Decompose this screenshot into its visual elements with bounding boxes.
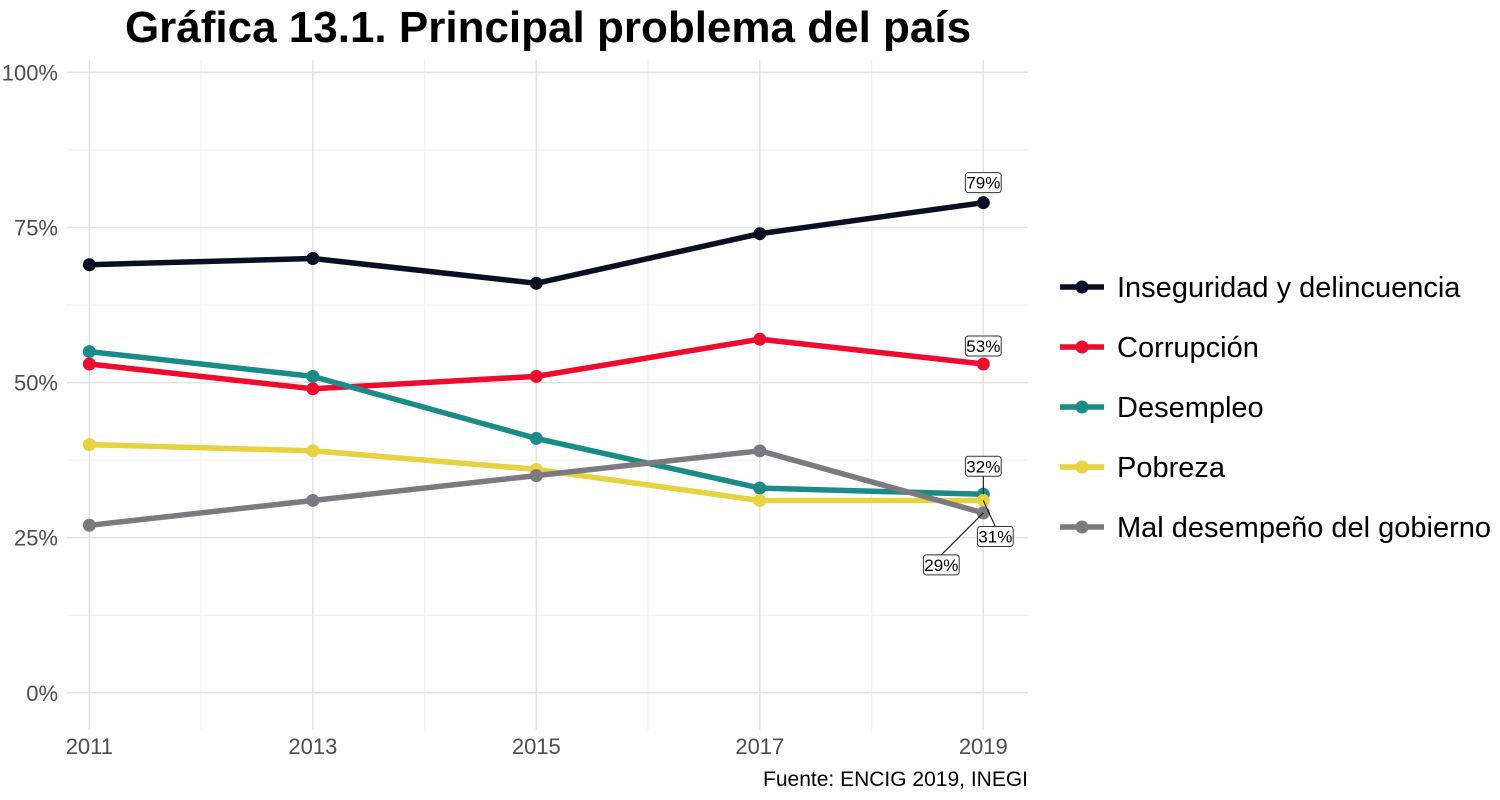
end-label-3: 31% — [976, 500, 1014, 547]
data-point — [306, 382, 320, 396]
data-point — [82, 258, 96, 272]
label-box — [964, 335, 1002, 357]
legend-item-4: Mal desempeño del gobierno — [1060, 512, 1491, 544]
data-point — [82, 438, 96, 452]
chart-title: Gráfica 13.1. Principal problema del paí… — [125, 3, 971, 52]
legend-item-3: Pobreza — [1060, 452, 1226, 484]
legend-key-point — [1075, 460, 1089, 474]
data-point — [306, 444, 320, 458]
legend-label: Desempleo — [1117, 392, 1264, 424]
legend-key-point — [1075, 520, 1089, 534]
data-point — [976, 357, 990, 371]
data-point — [529, 369, 543, 383]
end-value-label: 53% — [966, 337, 1000, 356]
x-tick-label: 2019 — [959, 734, 1008, 759]
legend-label: Pobreza — [1117, 452, 1226, 484]
data-point — [753, 332, 767, 346]
x-tick-label: 2013 — [288, 734, 337, 759]
chart-caption: Fuente: ENCIG 2019, INEGI — [763, 768, 1028, 791]
legend-key-point — [1075, 280, 1089, 294]
legend-label: Corrupción — [1117, 332, 1259, 364]
label-leader — [940, 512, 984, 556]
data-point — [753, 481, 767, 495]
y-axis-ticks: 0% 25% 50% 75% 100% — [2, 60, 58, 705]
data-point — [306, 369, 320, 383]
label-box — [964, 455, 1002, 477]
x-tick-label: 2017 — [735, 734, 784, 759]
label-box — [976, 525, 1014, 547]
data-point — [753, 493, 767, 507]
data-point — [976, 196, 990, 210]
legend-item-0: Inseguridad y delincuencia — [1060, 272, 1461, 304]
label-leader — [982, 500, 996, 527]
end-value-label: 31% — [978, 527, 1012, 546]
data-point — [306, 252, 320, 266]
end-value-label: 29% — [924, 556, 958, 575]
y-tick-label: 50% — [14, 371, 58, 396]
y-tick-label: 75% — [14, 216, 58, 241]
y-tick-label: 100% — [2, 60, 58, 85]
y-tick-label: 0% — [26, 681, 58, 706]
legend-item-1: Corrupción — [1060, 332, 1259, 364]
x-axis-ticks: 2011 2013 2015 2017 2019 — [66, 734, 1008, 759]
end-label-1: 53% — [964, 335, 1002, 357]
gridlines — [67, 60, 1028, 730]
legend-key-point — [1075, 340, 1089, 354]
data-point — [753, 227, 767, 241]
data-point — [529, 431, 543, 445]
series-points — [82, 196, 990, 532]
data-point — [529, 469, 543, 483]
legend-item-2: Desempleo — [1060, 392, 1264, 424]
data-point — [82, 518, 96, 532]
end-value-labels: 79% 53% 32% 31% 29% — [922, 172, 1014, 576]
legend-label: Inseguridad y delincuencia — [1117, 272, 1461, 304]
end-value-label: 79% — [966, 174, 1000, 193]
end-label-0: 79% — [964, 172, 1002, 194]
data-point — [306, 493, 320, 507]
data-point — [529, 276, 543, 290]
x-tick-label: 2015 — [512, 734, 561, 759]
legend-label: Mal desempeño del gobierno — [1117, 512, 1491, 544]
end-value-label: 32% — [966, 457, 1000, 476]
y-tick-label: 25% — [14, 526, 58, 551]
label-box — [964, 172, 1002, 194]
data-point — [753, 444, 767, 458]
data-point — [82, 345, 96, 359]
label-box — [922, 554, 960, 576]
legend-key-point — [1075, 400, 1089, 414]
x-tick-label: 2011 — [66, 734, 113, 759]
data-point — [82, 357, 96, 371]
end-label-2: 32% — [964, 455, 1002, 495]
legend: Inseguridad y delincuencia Corrupción Dese… — [1060, 272, 1491, 544]
end-label-4: 29% — [922, 512, 984, 576]
